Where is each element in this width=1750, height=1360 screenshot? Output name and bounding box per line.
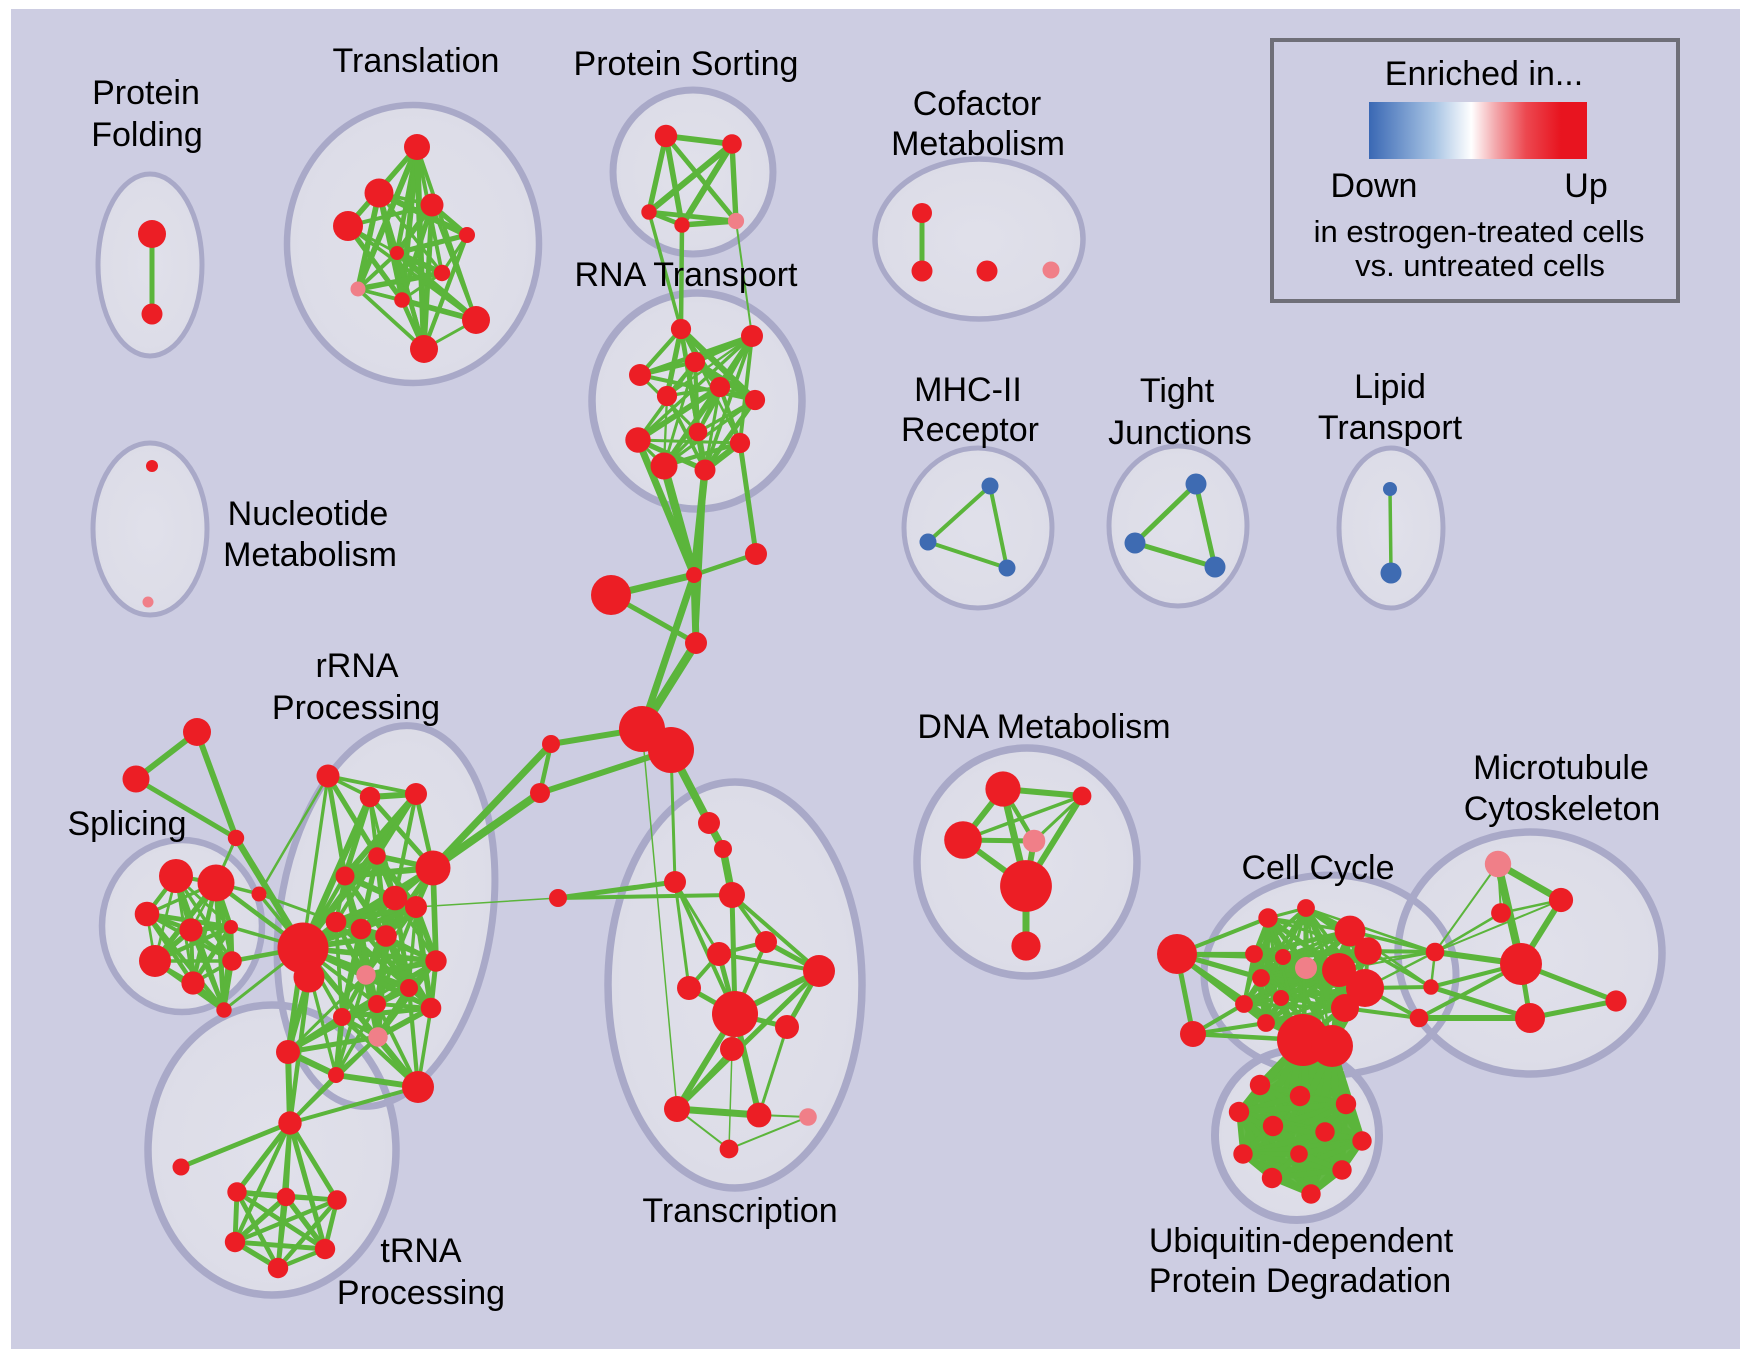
svg-text:Protein: Protein [92, 74, 200, 112]
svg-text:Folding: Folding [91, 116, 203, 154]
svg-text:tRNA: tRNA [380, 1232, 462, 1270]
svg-text:Cofactor: Cofactor [913, 85, 1042, 123]
svg-text:RNA Transport: RNA Transport [575, 256, 799, 294]
svg-text:MHC-II: MHC-II [914, 371, 1022, 409]
svg-text:Nucleotide: Nucleotide [228, 495, 389, 533]
svg-text:Processing: Processing [337, 1274, 505, 1312]
svg-text:vs. untreated cells: vs. untreated cells [1355, 248, 1605, 283]
svg-text:Protein Degradation: Protein Degradation [1149, 1262, 1451, 1300]
svg-text:Cell Cycle: Cell Cycle [1241, 849, 1394, 887]
svg-text:Down: Down [1331, 167, 1418, 205]
svg-text:Metabolism: Metabolism [891, 125, 1065, 163]
svg-text:Splicing: Splicing [67, 805, 186, 843]
svg-text:Protein Sorting: Protein Sorting [574, 45, 799, 83]
svg-text:DNA Metabolism: DNA Metabolism [917, 708, 1170, 746]
svg-text:Up: Up [1564, 167, 1607, 205]
svg-text:Junctions: Junctions [1108, 414, 1252, 452]
svg-text:Metabolism: Metabolism [223, 536, 397, 574]
svg-text:in estrogen-treated cells: in estrogen-treated cells [1314, 214, 1645, 249]
svg-text:Transcription: Transcription [642, 1192, 837, 1230]
svg-text:Transport: Transport [1318, 409, 1463, 447]
svg-text:rRNA: rRNA [315, 647, 398, 685]
svg-text:Enriched in...: Enriched in... [1385, 55, 1583, 93]
svg-text:Lipid: Lipid [1354, 368, 1426, 406]
svg-text:Processing: Processing [272, 689, 440, 727]
svg-text:Translation: Translation [333, 42, 500, 80]
svg-text:Cytoskeleton: Cytoskeleton [1464, 790, 1661, 828]
svg-text:Tight: Tight [1140, 372, 1215, 410]
svg-text:Microtubule: Microtubule [1473, 749, 1649, 787]
svg-text:Ubiquitin-dependent: Ubiquitin-dependent [1149, 1222, 1454, 1260]
svg-text:Receptor: Receptor [901, 411, 1039, 449]
